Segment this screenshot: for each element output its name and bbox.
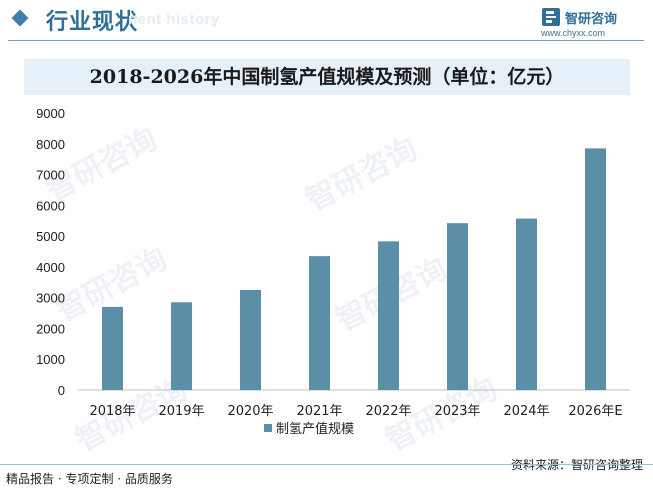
bar <box>447 223 468 390</box>
y-tick-label: 8000 <box>36 137 65 152</box>
bar <box>516 218 537 390</box>
brand: 智研咨询 www.chyxx.com <box>541 6 641 38</box>
section-title: 行业现状 <box>46 10 139 35</box>
y-tick-label: 3000 <box>36 291 65 306</box>
y-tick-label: 6000 <box>36 198 65 213</box>
y-tick-label: 5000 <box>36 229 65 244</box>
x-tick-label: 2026年E <box>568 404 622 419</box>
header: 行业现状 nent history 智研咨询 www.chyxx.com <box>0 0 653 42</box>
footer-divider <box>0 464 653 465</box>
chart-title-band: 2018-2026年中国制氢产值规模及预测（单位：亿元） <box>24 59 630 95</box>
bar <box>240 289 261 390</box>
y-tick-label: 9000 <box>36 106 65 121</box>
y-tick-label: 4000 <box>36 260 65 275</box>
chart-title: 2018-2026年中国制氢产值规模及预测（单位：亿元） <box>89 66 565 88</box>
bar <box>309 256 330 390</box>
bar <box>378 241 399 390</box>
x-tick-label: 2019年 <box>158 404 204 419</box>
y-tick-label: 1000 <box>36 352 65 367</box>
x-tick-label: 2024年 <box>503 404 549 419</box>
brand-logo-icon <box>542 8 560 26</box>
x-tick-label: 2023年 <box>434 404 480 419</box>
x-tick-label: 2022年 <box>365 404 411 419</box>
y-tick-label: 0 <box>58 383 65 398</box>
brand-url: www.chyxx.com <box>541 28 606 38</box>
y-tick-label: 2000 <box>36 321 65 336</box>
footer-tagline: 精品报告 · 专项定制 · 品质服务 <box>6 472 173 486</box>
legend-label: 制氢产值规模 <box>276 421 354 437</box>
x-tick-label: 2018年 <box>89 404 135 419</box>
bar <box>171 302 192 390</box>
x-tick-label: 2021年 <box>296 404 342 419</box>
bar <box>102 306 123 390</box>
x-tick-label: 2020年 <box>227 404 273 419</box>
section-subtitle: nent history <box>128 11 220 28</box>
source-note: 资料来源：智研咨询整理 <box>510 458 643 472</box>
y-tick-label: 7000 <box>36 168 65 183</box>
header-divider <box>8 40 644 41</box>
legend-swatch <box>264 424 272 432</box>
bar <box>585 148 606 390</box>
brand-name: 智研咨询 <box>565 12 618 27</box>
